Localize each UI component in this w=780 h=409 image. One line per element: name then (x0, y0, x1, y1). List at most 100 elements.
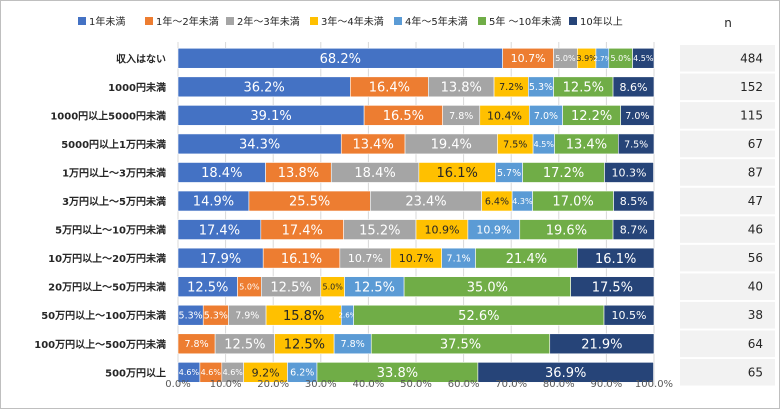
category-label: 1000円以上5000円未満 (50, 109, 166, 122)
n-value: 67 (748, 137, 763, 151)
n-value: 47 (748, 194, 763, 208)
data-label: 4.5% (633, 54, 654, 63)
category-label: 3万円以上～5万円未満 (62, 195, 166, 208)
bar-segment (570, 276, 655, 297)
n-value: 115 (740, 108, 763, 122)
data-label: 10.7% (348, 252, 383, 265)
data-label: 6.4% (485, 196, 509, 207)
n-value: 46 (748, 223, 763, 237)
n-header: n (724, 16, 732, 30)
data-label: 5.0% (555, 54, 576, 63)
n-cell (680, 187, 775, 215)
data-label: 39.1% (250, 109, 291, 124)
data-label: 5.3% (204, 311, 228, 322)
n-cell (680, 45, 775, 72)
data-label: 17.4% (282, 223, 323, 238)
data-label: 2.6% (339, 312, 357, 320)
bar-segment (620, 105, 655, 126)
data-label: 18.4% (201, 166, 242, 181)
n-cell (680, 273, 775, 300)
x-tick-label: 60.0% (448, 379, 480, 390)
n-cell (680, 159, 775, 186)
n-value: 65 (748, 365, 763, 379)
bar-segment (617, 133, 655, 155)
data-label: 37.5% (440, 337, 481, 352)
data-label: 8.6% (620, 81, 648, 94)
data-label: 12.5% (354, 280, 395, 295)
bars: 68.2% 10.7% 5.0% 3.9%2.7% 5.0% 4.5%36.2% 16.4%… (177, 47, 655, 383)
category-labels: 収入はない 1000円未満 1000円以上5000円未満 5000円以上1万円未満 1万… (34, 53, 166, 379)
data-label: 23.4% (405, 195, 446, 210)
category-label: 10万円以上～20万円未満 (48, 252, 166, 265)
data-label: 19.6% (546, 223, 587, 238)
n-column: n 484 152 115 67 87 47 46 56 40 38 64 65 (680, 16, 775, 386)
data-label: 5.0% (323, 283, 344, 292)
data-label: 13.4% (566, 138, 607, 153)
n-cell (680, 102, 775, 129)
n-cell (680, 244, 775, 272)
data-label: 4.6% (223, 368, 244, 377)
data-label: 18.4% (354, 166, 395, 181)
legend-label: 10年以上 (580, 15, 623, 28)
gridlines (177, 42, 655, 387)
data-label: 12.5% (187, 280, 228, 295)
n-cell (680, 301, 775, 329)
data-label: 52.6% (458, 309, 499, 324)
category-label: 1000円未満 (108, 81, 166, 94)
data-label: 7.8% (184, 339, 208, 350)
data-label: 16.5% (383, 109, 424, 124)
data-label: 12.5% (270, 280, 311, 295)
data-label: 4.5% (534, 140, 555, 149)
data-label: 35.0% (467, 280, 508, 295)
data-label: 4.6% (201, 368, 222, 377)
n-value: 40 (748, 280, 763, 294)
n-value: 484 (740, 51, 763, 65)
legend-swatch (145, 17, 153, 25)
data-label: 7.8% (341, 339, 365, 350)
legend-label: 5年 ～10年未満 (489, 15, 561, 28)
category-label: 5万円以上～10万円未満 (55, 224, 166, 237)
data-label: 7.5% (503, 139, 527, 150)
legend-label: 1年～2年未満 (156, 15, 219, 28)
bar-segment (632, 47, 655, 69)
data-label: 7.8% (449, 111, 473, 122)
legend: 1年未満 1年～2年未満 2年～3年未満 3年～4年未満 4年～5年未満 5年 ～10年未… (78, 15, 623, 28)
data-label: 19.4% (431, 138, 472, 153)
legend-label: 1年未満 (89, 15, 125, 28)
data-label: 9.2% (252, 366, 280, 379)
data-label: 25.5% (289, 195, 330, 210)
legend-swatch (394, 17, 402, 25)
legend-label: 2年～3年未満 (237, 15, 300, 28)
data-label: 36.2% (243, 81, 284, 96)
data-label: 5.3% (179, 311, 203, 322)
data-label: 3.9% (576, 54, 597, 63)
data-label: 7.0% (534, 111, 558, 122)
data-label: 10.9% (476, 224, 511, 237)
bar-segment (613, 190, 655, 212)
data-label: 34.3% (239, 138, 280, 153)
legend-swatch (478, 17, 486, 25)
bar-segment (612, 76, 655, 98)
data-label: 12.2% (571, 109, 612, 124)
data-label: 4.3% (512, 197, 533, 206)
category-label: 5000円以上1万円未満 (61, 138, 166, 151)
legend-swatch (226, 17, 234, 25)
data-label: 10.3% (612, 166, 647, 179)
n-value: 152 (740, 80, 763, 94)
data-label: 7.9% (235, 311, 259, 322)
data-label: 8.5% (620, 195, 648, 208)
data-label: 12.5% (224, 337, 265, 352)
data-label: 12.5% (563, 81, 604, 96)
data-label: 21.4% (506, 252, 547, 267)
data-label: 21.9% (581, 337, 622, 352)
data-label: 7.1% (447, 254, 471, 265)
n-cell (680, 130, 775, 158)
n-cell (680, 330, 775, 358)
x-tick-label: 40.0% (353, 379, 385, 390)
n-cell (680, 216, 775, 243)
category-label: 1万円以上～3万円未満 (62, 166, 166, 179)
data-label: 68.2% (320, 52, 361, 67)
data-label: 17.2% (543, 166, 584, 181)
bar-segment (577, 247, 655, 269)
data-label: 10.4% (487, 109, 522, 122)
